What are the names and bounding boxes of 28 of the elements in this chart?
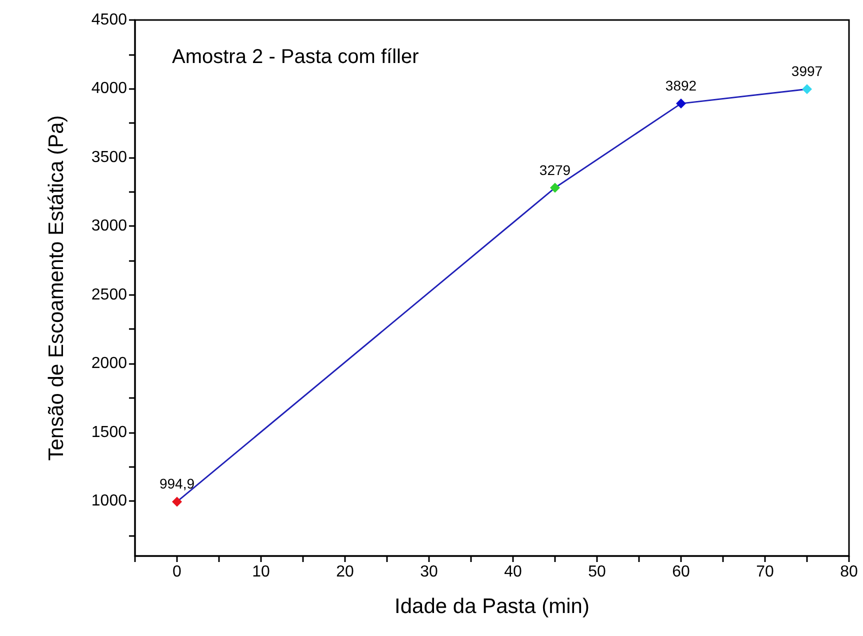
data-label: 3997	[791, 63, 823, 80]
point	[172, 496, 182, 507]
y-tick-label: 3500	[91, 148, 128, 166]
x-axis-title: Idade da Pasta (min)	[394, 595, 590, 618]
x-tick-label: 10	[252, 564, 270, 580]
y-tick-label: 3000	[91, 218, 128, 235]
data-label: 3279	[539, 162, 571, 178]
x-tick-label: 40	[504, 564, 522, 580]
x-tick-label: 80	[840, 564, 858, 580]
point	[802, 84, 812, 94]
x-tick-label: 60	[672, 564, 690, 580]
point	[550, 182, 560, 193]
y-tick-label: 2500	[91, 286, 128, 304]
x-tick-label: 70	[756, 564, 774, 580]
text: Amostra 2 - Pasta com fíller	[172, 46, 420, 68]
y-tick-label: 2000	[91, 355, 128, 372]
y-tick-label: 4500	[91, 12, 128, 28]
x-tick-label: 50	[588, 564, 606, 580]
data-label: 3892	[665, 78, 697, 94]
x-tick-label: 30	[420, 564, 438, 580]
y-axis-title: Tensão de Escoamento Estática (Pa)	[45, 115, 68, 461]
y-tick-label: 1000	[91, 492, 128, 510]
x-tick-label: 20	[336, 564, 354, 580]
x-tick-label: 0	[172, 564, 182, 580]
point	[676, 98, 686, 109]
data-label: 994,9	[159, 476, 195, 492]
y-tick-label: 4000	[91, 80, 128, 98]
y-tick-label: 1500	[91, 424, 128, 441]
